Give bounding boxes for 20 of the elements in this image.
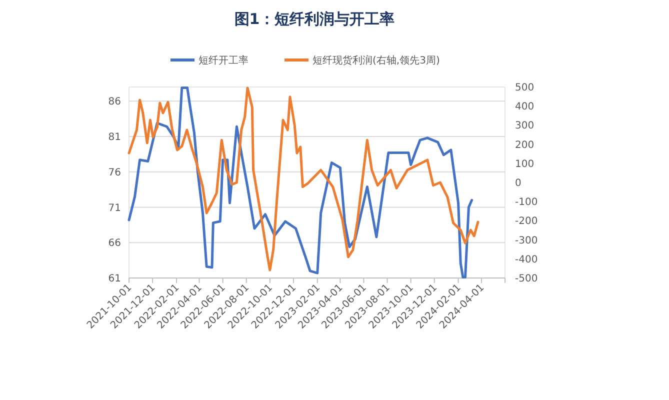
y2-tick-label: 200 xyxy=(515,140,534,151)
y2-tick-label: -500 xyxy=(515,274,538,284)
y2-tick-label: -300 xyxy=(515,235,538,246)
y2-tick-label: 100 xyxy=(515,158,534,170)
legend-label: 短纤现货利润(右轴,领先3周) xyxy=(312,54,440,66)
y-tick-label: 71 xyxy=(108,202,121,214)
y-tick-label: 61 xyxy=(108,274,121,284)
y2-tick-label: -200 xyxy=(515,216,538,228)
y2-tick-label: 500 xyxy=(515,82,534,94)
y2-tick-label: 400 xyxy=(515,102,534,113)
y-tick-label: 66 xyxy=(108,238,121,250)
legend-label: 短纤开工率 xyxy=(198,54,248,66)
y-tick-label: 81 xyxy=(108,132,121,144)
y2-tick-label: -100 xyxy=(515,197,538,208)
y-tick-label: 86 xyxy=(108,96,121,108)
y2-tick-label: 0 xyxy=(515,178,522,189)
y2-tick-label: 300 xyxy=(515,120,534,132)
y-tick-label: 76 xyxy=(108,167,121,178)
chart-title: 图1：短纤利润与开工率 xyxy=(234,10,395,28)
y2-tick-label: -400 xyxy=(515,254,538,266)
